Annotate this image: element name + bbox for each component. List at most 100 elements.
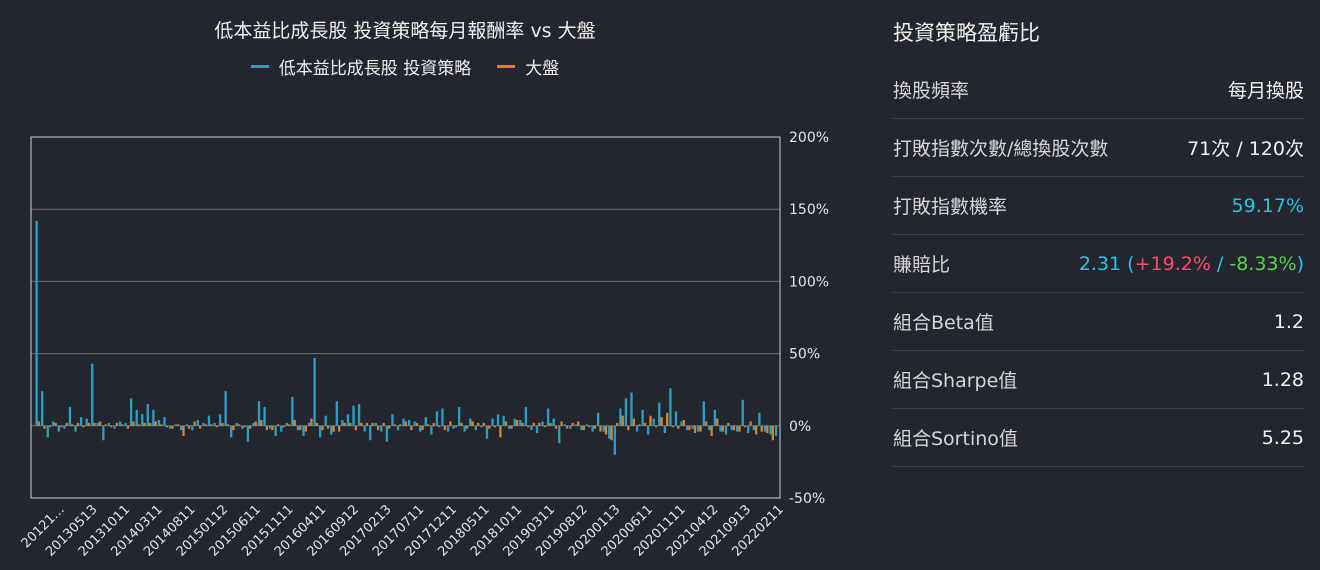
strategy-bar	[669, 388, 672, 426]
market-bar	[582, 425, 585, 431]
strategy-stats-panel: 投資策略盈虧比 換股頻率 每月換股 打敗指數次數/總換股次數 71次 / 120…	[893, 0, 1304, 467]
stat-label: 賺賠比	[893, 254, 951, 276]
strategy-bar	[296, 425, 300, 431]
legend-item-strategy[interactable]: 低本益比成長股 投資策略	[250, 54, 471, 79]
strategy-bar	[708, 425, 711, 431]
market-bar	[593, 425, 597, 429]
strategy-bar	[735, 425, 739, 432]
market-bar	[460, 422, 463, 426]
market-bar	[326, 425, 330, 429]
chart-legend: 低本益比成長股 投資策略 大盤	[30, 54, 780, 79]
market-bar	[76, 422, 80, 426]
strategy-bar	[218, 414, 222, 426]
strategy-bar	[124, 422, 127, 426]
market-bar	[771, 425, 774, 441]
market-bar	[699, 425, 702, 432]
market-bar	[693, 425, 697, 434]
market-bar	[399, 424, 402, 426]
market-bar	[48, 425, 52, 428]
strategy-bar	[318, 425, 322, 438]
market-bar	[404, 421, 408, 426]
strategy-bar	[307, 422, 311, 426]
market-bar	[315, 422, 319, 426]
market-bar	[432, 422, 435, 426]
legend-item-market[interactable]: 大盤	[497, 54, 559, 79]
strategy-bar	[396, 425, 400, 431]
market-bar	[287, 424, 291, 426]
market-bar	[371, 422, 374, 426]
strategy-bar	[491, 418, 494, 426]
market-bar	[560, 421, 563, 426]
market-bar	[493, 425, 497, 428]
strategy-bar	[747, 425, 750, 434]
market-bar	[93, 422, 96, 426]
strategy-bar	[163, 417, 166, 426]
y-tick-label: 0%	[789, 419, 811, 435]
market-bar	[688, 425, 691, 431]
strategy-bar	[413, 421, 416, 426]
strategy-bar	[580, 425, 583, 431]
stat-row-profit-loss-ratio: 賺賠比 2.31 (+19.2% / -8.33%)	[893, 235, 1304, 293]
market-bar	[293, 420, 296, 426]
market-bar	[704, 421, 708, 426]
ratio-close-paren: )	[1296, 252, 1304, 275]
strategy-bar	[280, 425, 283, 432]
strategy-bar	[157, 420, 161, 426]
market-bar	[382, 422, 385, 426]
market-bar	[654, 425, 658, 428]
strategy-bar	[435, 411, 439, 426]
strategy-bar	[713, 409, 717, 426]
market-bar	[577, 421, 580, 426]
strategy-bar	[46, 425, 49, 438]
strategy-bar	[685, 425, 689, 431]
strategy-bar	[702, 401, 705, 426]
market-bar	[515, 420, 519, 426]
stat-label: 組合Beta值	[893, 312, 994, 334]
market-bar	[549, 422, 552, 426]
market-bar	[338, 425, 341, 432]
market-bar	[588, 425, 591, 428]
strategy-bar	[324, 415, 327, 426]
strategy-bar	[174, 424, 177, 426]
stat-row-rebalance-frequency: 換股頻率 每月換股	[893, 61, 1304, 119]
legend-label-market: 大盤	[525, 59, 560, 79]
market-bar	[360, 422, 363, 426]
avg-loss-value: -8.33%	[1229, 252, 1297, 275]
stat-row-beta: 組合Beta值 1.2	[893, 293, 1304, 351]
market-bar	[249, 425, 252, 429]
strategy-bar	[107, 422, 111, 426]
strategy-bar	[285, 422, 288, 426]
strategy-bar	[519, 420, 522, 426]
strategy-bar	[185, 424, 188, 426]
stat-value: 59.17%	[1231, 194, 1304, 217]
strategy-bar	[502, 415, 505, 426]
market-bar	[71, 424, 74, 426]
market-bar	[604, 425, 608, 435]
market-bar	[388, 425, 391, 429]
strategy-bar	[635, 425, 639, 432]
market-bar	[121, 424, 124, 426]
stat-row-sharpe: 組合Sharpe值 1.28	[893, 351, 1304, 409]
strategy-bar	[129, 398, 133, 426]
market-bar	[265, 425, 269, 431]
strategy-bar	[207, 415, 211, 426]
market-bar	[299, 425, 302, 431]
strategy-bar	[246, 425, 250, 442]
strategy-bar	[257, 401, 261, 426]
strategy-bar	[658, 402, 661, 426]
strategy-bar	[341, 420, 344, 426]
strategy-bar	[79, 417, 83, 426]
strategy-bar	[202, 422, 205, 426]
strategy-bar	[391, 414, 394, 426]
strategy-bar	[774, 425, 778, 436]
strategy-bar	[96, 422, 99, 426]
strategy-bar	[730, 425, 733, 431]
market-bar	[126, 425, 130, 429]
strategy-bar	[268, 425, 272, 429]
legend-swatch-market	[497, 65, 516, 68]
strategy-bar	[596, 412, 600, 426]
strategy-bar	[585, 424, 589, 426]
strategy-bar	[102, 425, 105, 441]
market-bar	[465, 425, 469, 429]
strategy-bar	[352, 405, 355, 426]
